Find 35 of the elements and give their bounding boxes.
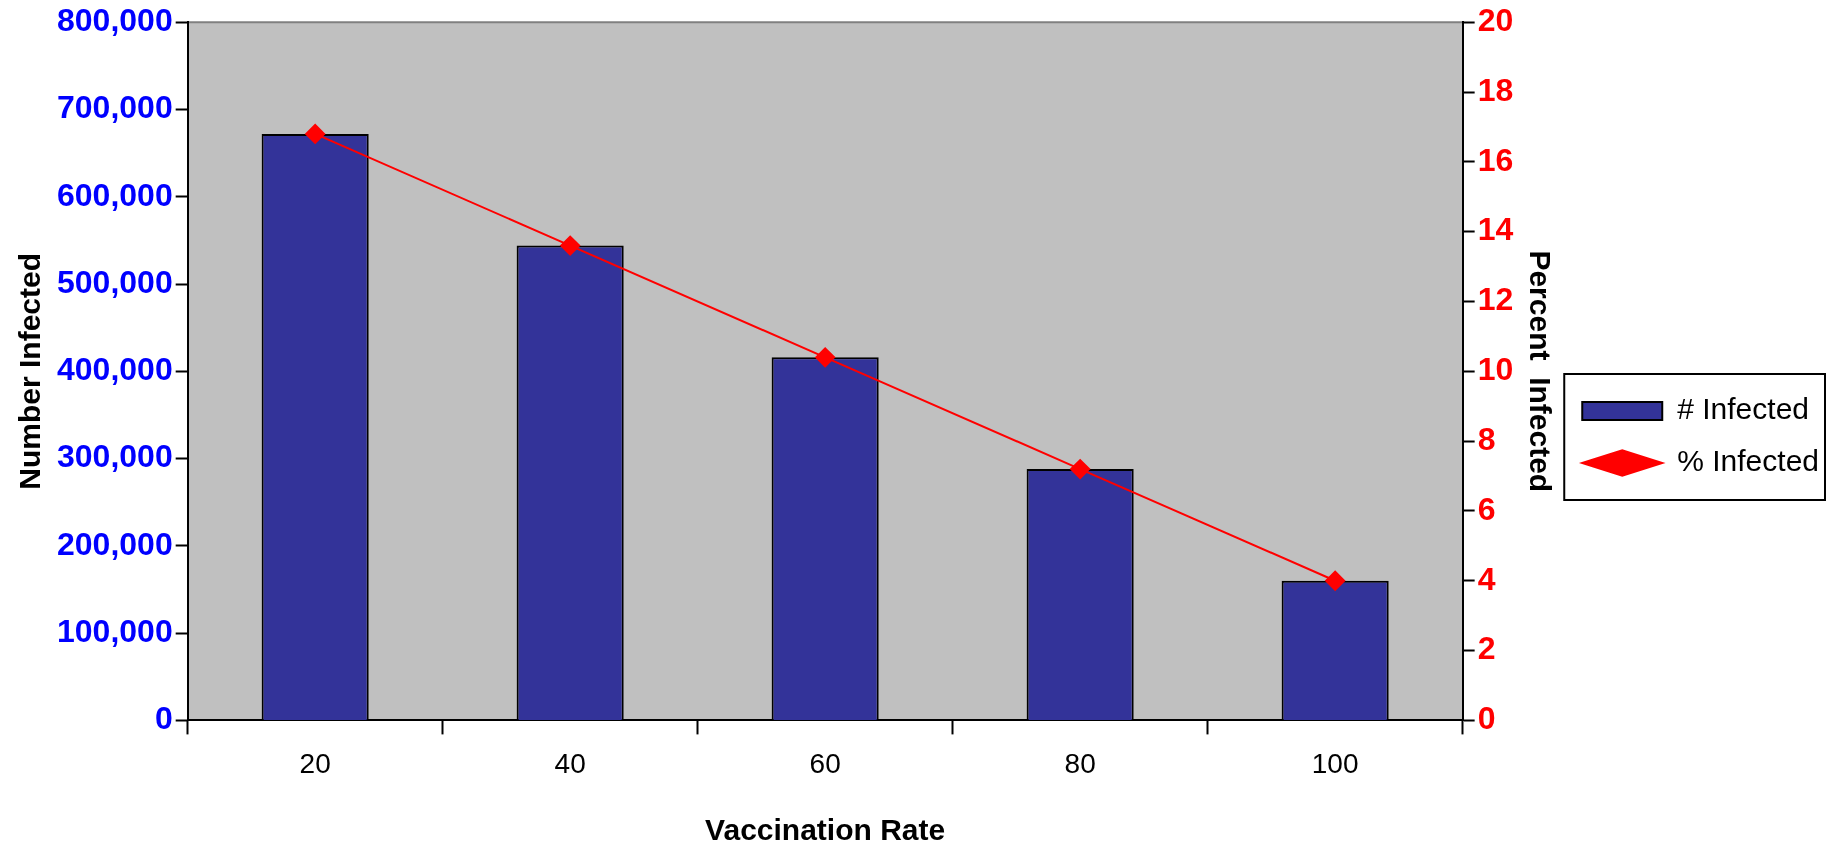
- x-tick-label: 20: [299, 747, 331, 779]
- legend-label: # Infected: [1677, 392, 1810, 426]
- point: [1325, 570, 1346, 591]
- y2-tick-label: 18: [1477, 71, 1514, 108]
- legend-label: % Infected: [1677, 444, 1820, 478]
- y-tick-label: 700,000: [57, 89, 173, 126]
- y-tick-label: 500,000: [57, 263, 173, 300]
- y2-tick-label: 12: [1477, 281, 1514, 318]
- y2-tick-label: 8: [1477, 420, 1496, 457]
- x-axis-title: Vaccination Rate: [705, 813, 946, 847]
- y2-tick-label: 14: [1477, 211, 1514, 248]
- point: [560, 235, 581, 256]
- y-tick-label: 300,000: [57, 438, 173, 475]
- y-tick-label: 600,000: [57, 176, 173, 213]
- y-tick-label: 100,000: [57, 612, 173, 649]
- y-tick-label: 800,000: [57, 2, 173, 39]
- y2-tick-label: 16: [1477, 141, 1514, 178]
- y2-tick-label: 10: [1477, 351, 1514, 388]
- y2-tick-label: 4: [1477, 560, 1496, 597]
- y-tick-label: 200,000: [57, 525, 173, 562]
- x-tick-label: 40: [554, 747, 586, 779]
- point: [815, 347, 836, 368]
- x-tick-label: 100: [1311, 747, 1359, 779]
- x-tick-label: 80: [1064, 747, 1096, 779]
- y-tick-label: 0: [154, 700, 173, 737]
- y-tick-label: 400,000: [57, 351, 173, 388]
- y2-tick-label: 0: [1477, 700, 1496, 737]
- y-axis-title: Number Infected: [13, 252, 47, 490]
- y2-axis-title: Percent Infected: [1523, 250, 1557, 493]
- x-tick-label: 60: [809, 747, 841, 779]
- point: [1070, 459, 1091, 480]
- y2-tick-label: 20: [1477, 2, 1514, 39]
- y2-tick-label: 2: [1477, 630, 1496, 667]
- point: [305, 123, 326, 144]
- y2-tick-label: 6: [1477, 490, 1496, 527]
